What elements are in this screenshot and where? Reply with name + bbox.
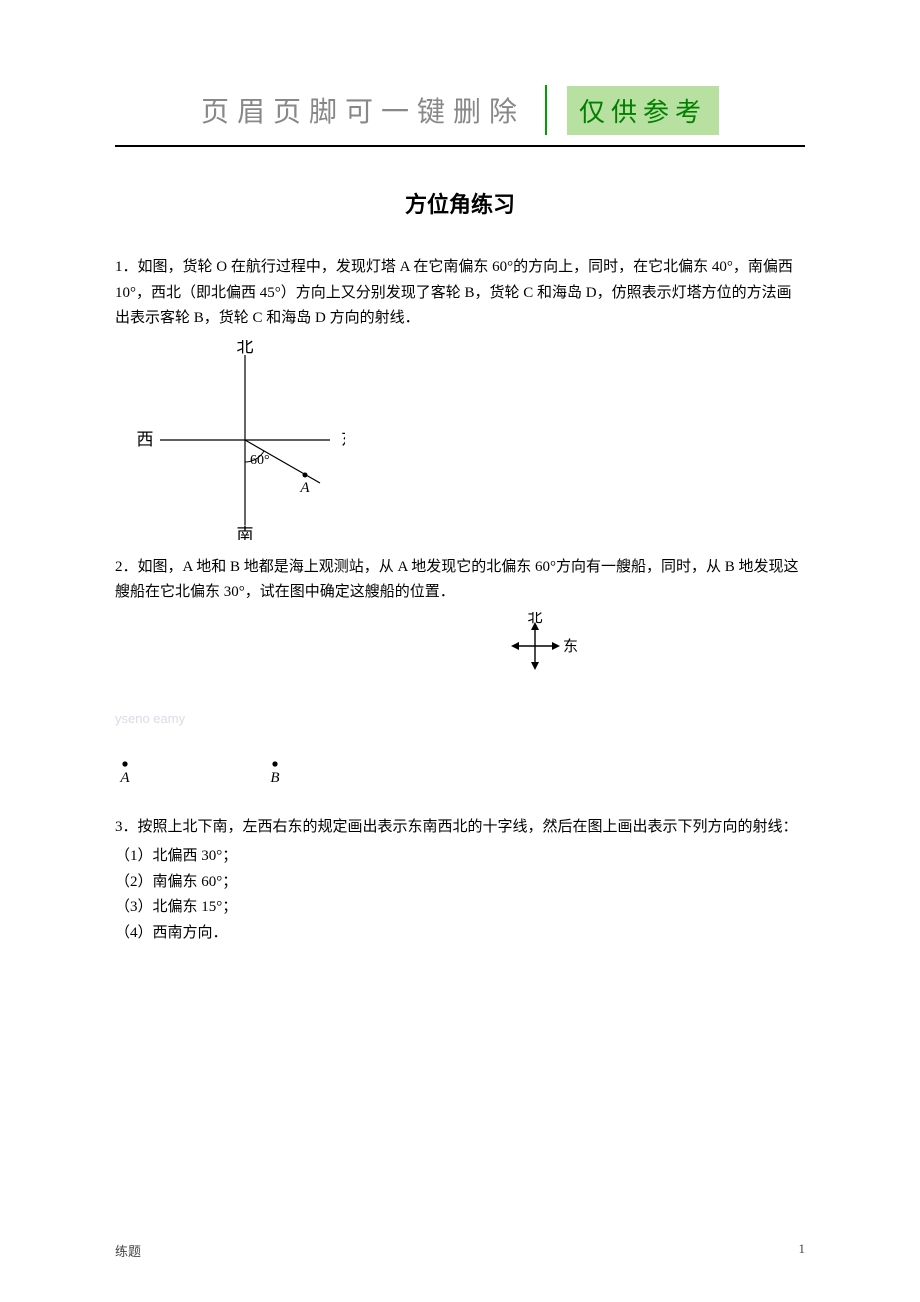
question-2-compass: 北 东: [275, 612, 805, 681]
q3-item-1: （1）北偏西 30°；: [115, 844, 805, 870]
q3-item-3: （3）北偏东 15°；: [115, 895, 805, 921]
page-title: 方位角练习: [115, 187, 805, 219]
q3-item-4: （4）西南方向．: [115, 921, 805, 947]
question-3-items: （1）北偏西 30°； （2）南偏东 60°； （3）北偏东 15°； （4）西…: [115, 844, 805, 946]
page-container: 页眉页脚可一键删除 仅供参考 方位角练习 1．如图，货轮 O 在航行过程中，发现…: [0, 0, 920, 1302]
q3-item-2: （2）南偏东 60°；: [115, 870, 805, 896]
label-west: 西: [137, 430, 154, 449]
label-south: 南: [237, 525, 254, 540]
watermark-faded-text: yseno eamy: [115, 711, 805, 726]
point-a: A: [119, 770, 130, 786]
point-a-label: A: [299, 480, 310, 496]
label-east: 东: [341, 430, 345, 449]
header-underline: [115, 145, 805, 147]
question-2-text: 2．如图，A 地和 B 地都是海上观测站，从 A 地发现它的北偏东 60°方向有…: [115, 555, 805, 606]
point-b: B: [270, 770, 279, 786]
question-3-text: 3．按照上北下南，左西右东的规定画出表示东南西北的十字线，然后在图上画出表示下列…: [115, 815, 805, 841]
label-north: 北: [237, 340, 254, 356]
question-2-points: A B: [115, 756, 805, 797]
compass-ray-svg: 北 南 东 西 60° A: [135, 340, 345, 540]
compass-cross-svg: 北 东: [500, 612, 580, 676]
header-left-text: 页眉页脚可一键删除: [201, 90, 525, 130]
ab-points-svg: A B: [115, 756, 415, 792]
header-divider: [545, 85, 547, 135]
footer-page-number: 1: [799, 1241, 806, 1260]
angle-label: 60°: [250, 453, 270, 468]
question-1-text: 1．如图，货轮 O 在航行过程中，发现灯塔 A 在它南偏东 60°的方向上，同时…: [115, 255, 805, 332]
question-1-diagram: 北 南 东 西 60° A: [135, 340, 805, 545]
compass-north: 北: [527, 612, 542, 626]
header-badge: 仅供参考: [567, 86, 719, 135]
page-header: 页眉页脚可一键删除 仅供参考: [115, 85, 805, 135]
footer-left: 练题: [115, 1241, 141, 1260]
page-footer: 练题 1: [115, 1241, 805, 1260]
compass-east: 东: [563, 638, 578, 655]
